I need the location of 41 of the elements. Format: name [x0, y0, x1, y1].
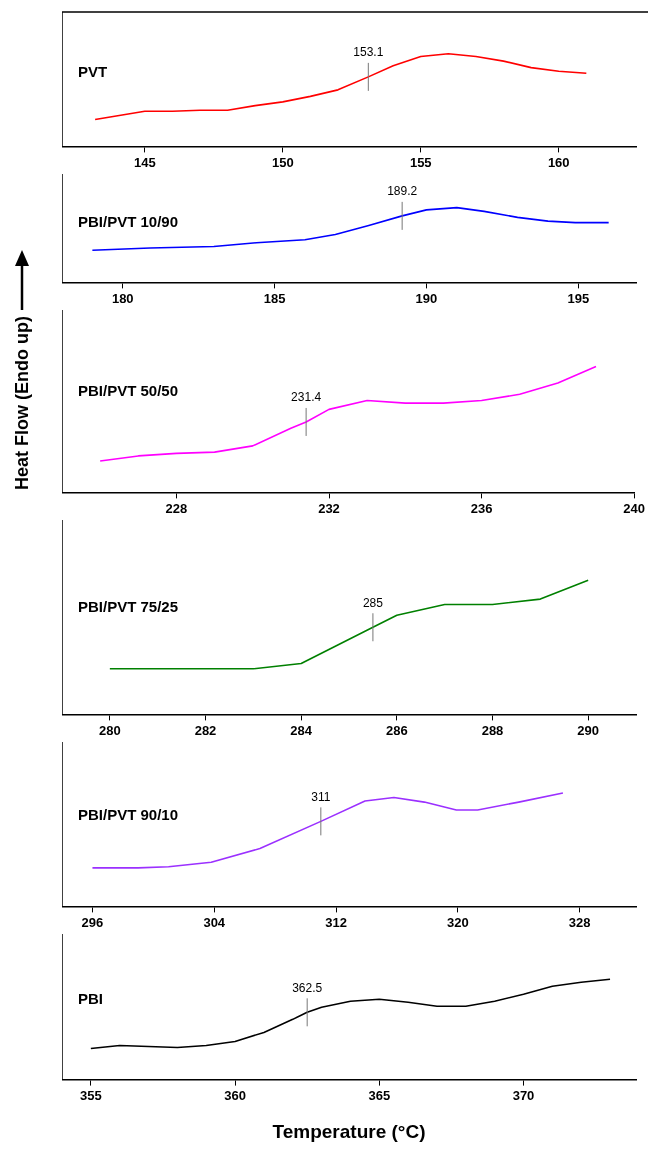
x-tick-label: 360: [224, 1087, 246, 1103]
x-axis-title: Temperature (°C): [272, 1120, 426, 1142]
y-axis-title: Heat Flow (Endo up): [11, 316, 33, 490]
text: PBI/PVT 90/10: [78, 806, 179, 824]
x-tick-label: 190: [415, 290, 438, 306]
x-tick-label: 370: [512, 1087, 535, 1103]
annotation: 189.2: [387, 184, 418, 199]
x-tick-label: 240: [623, 500, 646, 516]
annotation: 231.4: [291, 390, 322, 405]
x-tick-label: 155: [409, 154, 432, 170]
x-tick-label: 180: [111, 290, 134, 306]
x-tick-label: 232: [318, 500, 340, 516]
x-tick-label: 145: [133, 154, 156, 170]
series-label: PBI/PVT 10/90: [78, 212, 179, 230]
x-tick-label: 296: [81, 914, 104, 930]
x-tick-label: 290: [577, 722, 600, 738]
x-tick-label: 195: [567, 290, 590, 306]
x-tick-label: 286: [385, 722, 408, 738]
x-tick-label: 280: [98, 722, 121, 738]
x-tick-label: 150: [271, 154, 294, 170]
x-tick-label: 282: [194, 722, 217, 738]
x-tick-label: 185: [263, 290, 286, 306]
x-tick-label: 328: [568, 914, 591, 930]
text: PBI/PVT 50/50: [78, 382, 179, 400]
x-tick-label: 284: [290, 722, 313, 738]
annotation: 362.5: [292, 980, 323, 995]
x-tick-label: 236: [470, 500, 493, 516]
text: PVT: [78, 62, 108, 80]
text: PBI: [78, 989, 104, 1007]
x-tick-label: 228: [165, 500, 188, 516]
text: PBI/PVT 75/25: [78, 597, 179, 615]
annotation: 285: [362, 595, 384, 610]
x-tick-label: 355: [79, 1087, 102, 1103]
x-tick-label: 288: [481, 722, 504, 738]
annotation: 311: [311, 789, 331, 804]
x-tick-label: 320: [447, 914, 469, 930]
x-tick-label: 312: [325, 914, 347, 930]
x-tick-label: 304: [203, 914, 226, 930]
x-tick-label: 160: [547, 154, 570, 170]
annotation: 153.1: [353, 45, 384, 60]
x-tick-label: 365: [368, 1087, 391, 1103]
